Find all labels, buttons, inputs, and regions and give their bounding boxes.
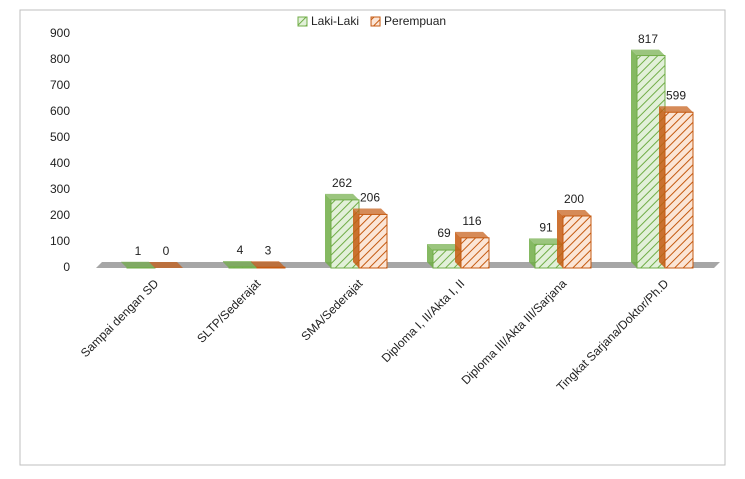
- legend-swatch: [371, 17, 380, 26]
- bar-top: [353, 208, 387, 214]
- legend-swatch: [298, 17, 307, 26]
- bar-top: [325, 194, 359, 200]
- legend-label: Laki-Laki: [311, 14, 359, 28]
- bar-side: [631, 50, 637, 268]
- y-tick-label: 900: [50, 26, 70, 40]
- value-label: 0: [163, 244, 170, 258]
- bar-top: [455, 232, 489, 238]
- bar: [359, 214, 387, 268]
- y-tick-label: 800: [50, 52, 70, 66]
- value-label: 91: [539, 221, 553, 235]
- bar-side: [659, 106, 665, 268]
- bar: [461, 238, 489, 268]
- bar: [257, 267, 285, 268]
- bar-side: [455, 232, 461, 268]
- y-tick-label: 500: [50, 130, 70, 144]
- y-tick-label: 200: [50, 208, 70, 222]
- bar-side: [353, 208, 359, 268]
- y-tick-label: 300: [50, 182, 70, 196]
- value-label: 69: [437, 226, 451, 240]
- legend-label: Perempuan: [384, 14, 446, 28]
- value-label: 3: [265, 243, 272, 257]
- value-label: 200: [564, 192, 584, 206]
- y-tick-label: 100: [50, 234, 70, 248]
- floor: [96, 262, 720, 268]
- y-tick-label: 600: [50, 104, 70, 118]
- bar-side: [557, 210, 563, 268]
- y-tick-label: 400: [50, 156, 70, 170]
- bar: [665, 112, 693, 268]
- value-label: 262: [332, 176, 352, 190]
- bar-side: [325, 194, 331, 268]
- bar-top: [251, 261, 285, 267]
- bar: [229, 267, 257, 268]
- value-label: 817: [638, 32, 658, 46]
- y-tick-label: 0: [63, 260, 70, 274]
- value-label: 1: [135, 244, 142, 258]
- value-label: 599: [666, 88, 686, 102]
- value-label: 206: [360, 191, 380, 205]
- value-label: 4: [237, 243, 244, 257]
- bar-top: [149, 262, 183, 268]
- bar: [563, 216, 591, 268]
- y-tick-label: 700: [50, 78, 70, 92]
- value-label: 116: [462, 214, 481, 228]
